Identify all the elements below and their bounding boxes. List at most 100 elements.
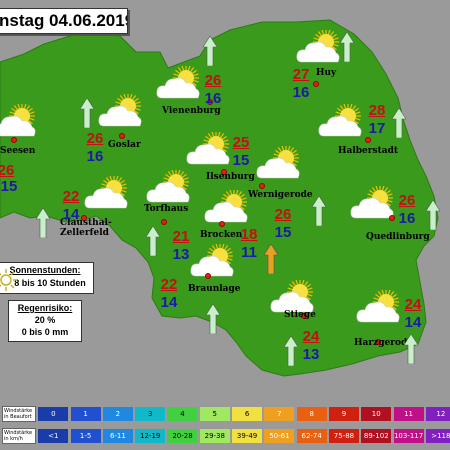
wind-arrow-icon [36,208,50,238]
sunshine-title: Sonnenstunden: [9,265,81,275]
temp-min-vienenburg: 16 [204,90,222,107]
legend-cell-beaufort: 9 [328,407,359,421]
city-label-halberstadt: Halberstadt [338,146,399,156]
temp-max-brocken: 18 [240,226,258,243]
temp-max-halberstadt: 28 [368,102,386,119]
legend-cell-beaufort: 6 [232,407,263,421]
temp-min-braunlage: 14 [160,294,178,311]
temp-min-extra: 15 [274,224,292,241]
city-dot [205,273,211,279]
temp-max-braunlage: 22 [160,276,178,293]
rain-percent: 20 % [34,315,56,325]
city-dot [389,215,395,221]
temp-min-clausthal-zellerfeld: 14 [62,206,80,223]
temp-max-stiege: 24 [302,328,320,345]
temp-max-torfhaus: 21 [172,228,190,245]
legend-cell-kmh: <1 [38,429,69,443]
sun-cloud-icon [270,280,314,313]
temp-min-goslar: 16 [86,148,104,165]
city-dot [221,169,227,175]
temp-min-quedlinburg: 16 [398,210,416,227]
city-dot [11,137,17,143]
wind-arrow-icon [203,36,217,66]
legend-label-beaufort: Windstärke in Beaufort [2,406,36,422]
city-dot [81,215,87,221]
legend-cell-kmh: 6-11 [102,429,133,443]
legend-cell-kmh: 50-61 [264,429,295,443]
legend-cell-beaufort: 5 [199,407,230,421]
wind-legend: Windstärke in Beaufort 0 1 2 3 4 5 6 7 8 9 10 11 12 … [2,406,450,446]
legend-cell-beaufort: 10 [361,407,392,421]
temp-min-ilsenburg: 15 [232,152,250,169]
temp-min-brocken: 11 [241,244,257,261]
sun-cloud-icon [318,104,362,137]
city-label-clausthal-zellerfeld: Clausthal- Zellerfeld [60,218,112,238]
temp-max-quedlinburg: 26 [398,192,416,209]
city-label-torfhaus: Torfhaus [144,204,189,214]
temp-max-harzgerode: 24 [404,296,422,313]
city-dot [313,81,319,87]
wind-arrow-icon [146,226,160,256]
legend-cell-beaufort: 8 [296,407,327,421]
rain-box: Regenrisiko: 20 % 0 bis 0 mm [8,300,82,342]
temp-min-stiege: 13 [302,346,320,363]
legend-cell-kmh: 39-49 [232,429,263,443]
city-label-vienenburg: Vienenburg [162,106,221,116]
rain-title: Regenrisiko: [17,303,73,313]
legend-cell-beaufort: 7 [264,407,295,421]
wind-arrow-icon [206,304,220,334]
wind-arrow-icon [264,244,278,274]
sun-cloud-icon [190,244,234,277]
sunshine-value: 8 bis 10 Stunden [14,278,86,288]
city-dot [301,313,307,319]
sun-cloud-icon [0,104,36,137]
city-dot [219,221,225,227]
wind-arrow-icon [340,32,354,62]
city-label-goslar: Goslar [108,140,141,150]
temp-max-huy: 27 [292,66,310,83]
temp-min-halberstadt: 17 [368,120,386,137]
legend-cell-beaufort: 12 [425,407,450,421]
legend-cell-kmh: 29-38 [199,429,230,443]
wind-arrow-icon [80,98,94,128]
sun-cloud-icon [84,176,128,209]
legend-cell-kmh: 12-19 [135,429,166,443]
legend-cell-kmh: 62-74 [296,429,327,443]
temp-max-ilsenburg: 25 [232,134,250,151]
legend-row-beaufort: Windstärke in Beaufort 0 1 2 3 4 5 6 7 8 9 10 11 12 [2,406,450,422]
rain-amount: 0 bis 0 mm [21,327,69,337]
sun-cloud-icon [256,146,300,179]
sun-cloud-icon [350,186,394,219]
legend-cell-kmh: 89-102 [361,429,392,443]
city-dot [207,99,213,105]
sun-cloud-icon [156,66,200,99]
city-label-harzgerode: Harzgerode [354,338,413,348]
wind-arrow-icon [392,108,406,138]
temp-min-huy: 16 [292,84,310,101]
sun-cloud-icon [186,132,230,165]
sun-cloud-icon [204,190,248,223]
legend-cell-beaufort: 2 [102,407,133,421]
temp-max-extra: 26 [274,206,292,223]
temp-min-torfhaus: 13 [172,246,190,263]
legend-cell-beaufort: 3 [135,407,166,421]
temp-min-seesen: 15 [0,178,18,195]
city-label-huy: Huy [316,68,337,78]
wind-arrow-icon [312,196,326,226]
sun-icon [0,269,17,291]
legend-cell-beaufort: 4 [167,407,198,421]
city-dot [375,339,381,345]
legend-label-kmh: Windstärke in km/h [2,428,36,444]
legend-cell-beaufort: 1 [70,407,101,421]
temp-max-vienenburg: 26 [204,72,222,89]
legend-cell-beaufort: 0 [38,407,69,421]
sun-cloud-icon [146,170,190,203]
legend-cell-kmh: >118 [425,429,450,443]
date-title: nstag 04.06.2019 [0,8,128,34]
sun-cloud-icon [98,94,142,127]
city-label-seesen: Seesen [0,146,36,156]
city-dot [119,133,125,139]
legend-cell-kmh: 1-5 [70,429,101,443]
sun-cloud-icon [356,290,400,323]
city-dot [259,183,265,189]
